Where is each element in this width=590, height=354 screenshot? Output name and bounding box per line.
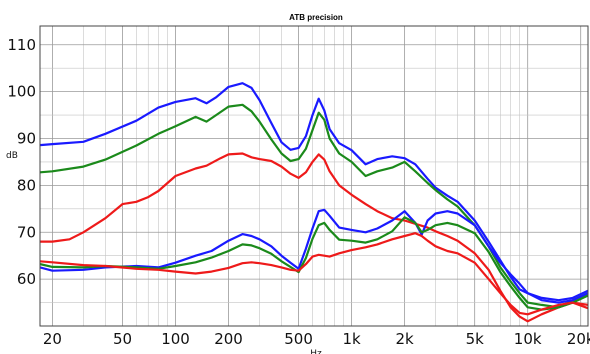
series-line-4: [40, 208, 588, 304]
y-tick-label: 110: [7, 36, 36, 54]
y-tick-label: 90: [17, 130, 36, 148]
x-tick-label: 200: [214, 330, 243, 348]
y-tick-labels: 60 70 80 90 100 110: [7, 36, 36, 288]
x-axis-label: Hz: [310, 349, 322, 354]
y-axis-label: dB: [6, 151, 18, 161]
x-tick-label: 2k: [395, 330, 414, 348]
series-line-5: [40, 216, 588, 311]
y-tick-label: 60: [17, 270, 36, 288]
series-layer: [40, 82, 588, 323]
x-tick-label: 50: [113, 330, 132, 348]
x-tick-label: 500: [284, 330, 313, 348]
y-tick-label: 70: [17, 223, 36, 241]
x-tick-label: 20k: [567, 330, 590, 348]
series-line-1: [40, 82, 588, 302]
y-tick-label: 100: [7, 83, 36, 101]
x-tick-label: 20: [43, 330, 62, 348]
series-line-2: [40, 103, 588, 309]
chart-title: ATB precision: [289, 13, 343, 22]
x-tick-label: 5k: [466, 330, 485, 348]
plot-frame: [39, 25, 589, 327]
series-line-6: [40, 232, 588, 316]
y-tick-label: 80: [17, 176, 36, 194]
x-tick-label: 10k: [514, 330, 542, 348]
x-tick-labels: 20 50 100 200 500 1k 2k 5k 10k 20k: [43, 330, 590, 348]
x-tick-label: 1k: [342, 330, 361, 348]
x-tick-label: 100: [161, 330, 190, 348]
series-line-3: [40, 152, 588, 323]
